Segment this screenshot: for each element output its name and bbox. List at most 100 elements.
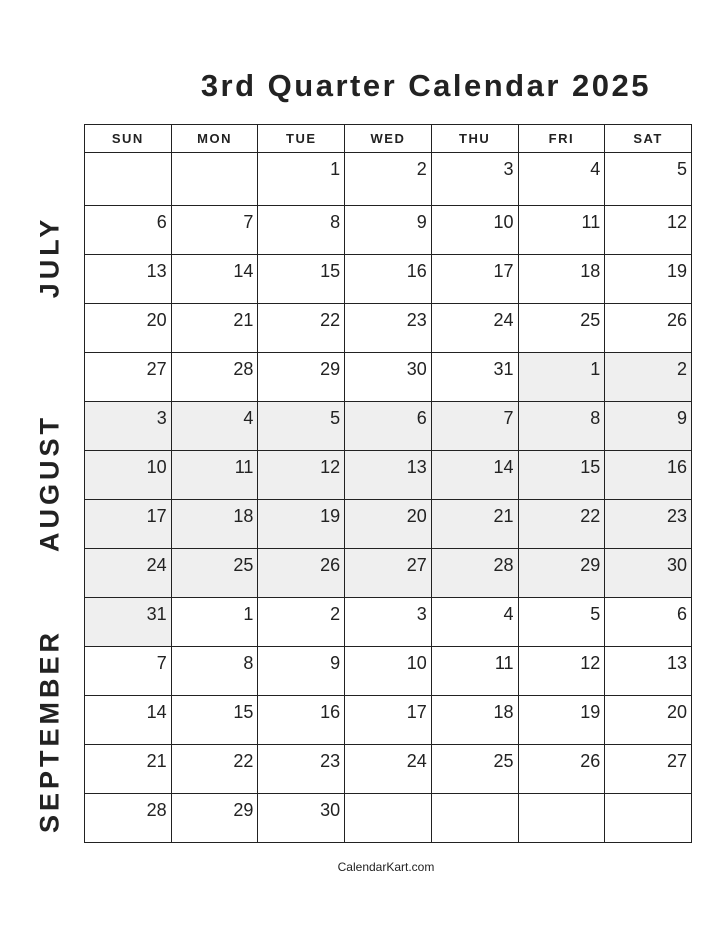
day-cell: 30 [604, 548, 692, 598]
day-number [519, 794, 605, 800]
day-number: 1 [243, 604, 254, 624]
day-cell: 20 [84, 303, 172, 353]
day-number: 27 [146, 359, 167, 379]
weekday-wed: WED [344, 124, 432, 153]
day-cell: 12 [604, 205, 692, 255]
day-cell: 2 [344, 152, 432, 206]
day-cell: 18 [517, 254, 606, 304]
day-cell: 6 [604, 597, 692, 647]
day-number: 27 [666, 751, 687, 771]
day-number: 19 [666, 261, 687, 281]
footer-site: CalendarKart.com [337, 860, 435, 874]
day-number: 29 [580, 555, 601, 575]
day-number: 5 [676, 159, 687, 179]
weekday-thu: THU [430, 124, 519, 153]
day-cell: 2 [604, 352, 692, 402]
day-number: 25 [580, 310, 601, 330]
day-number [432, 794, 518, 800]
day-cell [430, 793, 519, 843]
day-cell: 7 [84, 646, 172, 696]
day-cell: 25 [170, 548, 259, 598]
day-cell: 4 [430, 597, 519, 647]
day-number: 14 [146, 702, 167, 722]
day-cell: 5 [517, 597, 606, 647]
day-cell: 19 [604, 254, 692, 304]
day-cell: 2 [257, 597, 346, 647]
day-cell: 29 [257, 352, 346, 402]
day-number: 17 [493, 261, 514, 281]
day-cell [84, 152, 172, 206]
day-number [345, 794, 431, 800]
day-cell: 23 [344, 303, 432, 353]
month-label-september: SEPTEMBER [34, 628, 65, 834]
day-cell: 29 [170, 793, 259, 843]
day-number: 28 [146, 800, 167, 820]
day-number: 7 [156, 653, 167, 673]
day-number: 10 [493, 212, 514, 232]
day-number: 13 [146, 261, 167, 281]
day-cell: 17 [344, 695, 432, 745]
day-cell: 24 [84, 548, 172, 598]
day-number: 15 [320, 261, 341, 281]
day-number [172, 153, 258, 159]
day-number: 7 [243, 212, 254, 232]
day-cell: 6 [344, 401, 432, 451]
day-cell: 11 [430, 646, 519, 696]
day-cell: 26 [257, 548, 346, 598]
day-number: 21 [146, 751, 167, 771]
week-row: 7 8 9 10 11 12 13 [84, 646, 692, 696]
page-title: 3rd Quarter Calendar 2025 [84, 68, 691, 104]
day-number: 8 [330, 212, 341, 232]
day-number: 4 [243, 408, 254, 428]
day-number: 19 [320, 506, 341, 526]
day-number: 19 [580, 702, 601, 722]
day-number: 30 [666, 555, 687, 575]
title-text: 3rd Quarter Calendar 2025 [200, 68, 651, 103]
day-number: 2 [416, 159, 427, 179]
day-cell: 12 [257, 450, 346, 500]
day-number: 26 [666, 310, 687, 330]
day-number: 10 [406, 653, 427, 673]
day-cell: 21 [170, 303, 259, 353]
day-cell: 1 [517, 352, 606, 402]
day-cell: 1 [257, 152, 346, 206]
day-number: 29 [320, 359, 341, 379]
week-row: 31 1 2 3 4 5 6 [84, 597, 692, 647]
day-number: 24 [493, 310, 514, 330]
day-number: 14 [493, 457, 514, 477]
month-label-july: JULY [34, 215, 65, 299]
weekday-fri: FRI [517, 124, 606, 153]
day-cell: 23 [604, 499, 692, 549]
day-number: 18 [580, 261, 601, 281]
day-number: 30 [406, 359, 427, 379]
day-number: 9 [676, 408, 687, 428]
week-row: 13 14 15 16 17 18 19 [84, 254, 692, 304]
day-cell: 8 [517, 401, 606, 451]
day-cell: 29 [517, 548, 606, 598]
day-cell: 22 [170, 744, 259, 794]
day-number: 24 [406, 751, 427, 771]
day-number: 22 [580, 506, 601, 526]
day-number: 12 [320, 457, 341, 477]
day-cell: 27 [604, 744, 692, 794]
day-cell: 19 [517, 695, 606, 745]
day-number: 4 [590, 159, 601, 179]
day-number: 13 [406, 457, 427, 477]
day-number: 20 [146, 310, 167, 330]
day-cell: 9 [604, 401, 692, 451]
day-cell: 14 [430, 450, 519, 500]
day-cell: 8 [257, 205, 346, 255]
week-row: 10 11 12 13 14 15 16 [84, 450, 692, 500]
day-number: 18 [233, 506, 254, 526]
day-number: 29 [233, 800, 254, 820]
day-number [85, 153, 171, 159]
day-cell: 27 [84, 352, 172, 402]
weekday-tue: TUE [257, 124, 346, 153]
week-row: 28 29 30 [84, 793, 692, 843]
day-cell: 12 [517, 646, 606, 696]
day-cell: 15 [170, 695, 259, 745]
day-cell: 8 [170, 646, 259, 696]
day-number: 28 [493, 555, 514, 575]
day-number: 26 [580, 751, 601, 771]
day-cell: 3 [84, 401, 172, 451]
